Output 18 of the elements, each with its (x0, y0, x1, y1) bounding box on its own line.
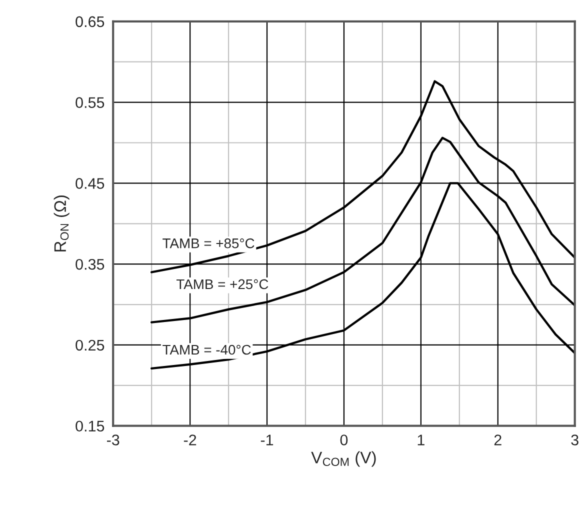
y-tick-label: 0.55 (76, 97, 104, 108)
x-tick-label: 1 (418, 434, 424, 446)
x-tick-label: -1 (260, 434, 274, 446)
x-tick-label: 0 (340, 434, 348, 446)
x-tick-label: 3 (571, 434, 578, 446)
y-tick-label: 0.15 (76, 420, 104, 432)
y-tick-label: 0.25 (76, 340, 104, 351)
x-tick-label: -3 (106, 434, 120, 446)
y-tick-label: 0.45 (76, 178, 104, 189)
y-tick-label: 0.35 (76, 258, 104, 270)
series-label: TAMB = -40°C (162, 344, 251, 355)
x-tick-label: 2 (494, 434, 502, 446)
y-axis-title: R$_{ON}$ (Ω) (54, 196, 70, 252)
y-tick-label: 0.65 (76, 16, 104, 28)
series-label: TAMB = +25°C (176, 279, 268, 290)
series-label: TAMB = +85°C (162, 238, 254, 248)
x-tick-label: -2 (184, 434, 196, 446)
x-axis-title: V$_{COM}$ (V) (311, 451, 376, 467)
